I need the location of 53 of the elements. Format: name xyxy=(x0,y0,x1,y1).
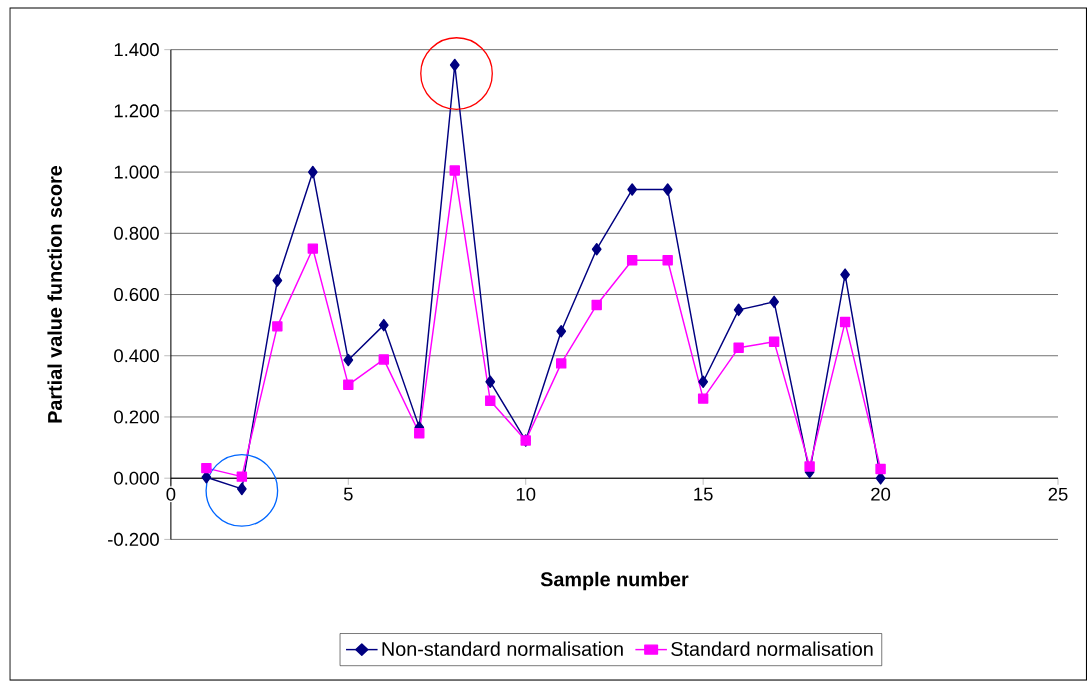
point xyxy=(591,299,602,311)
point xyxy=(662,255,673,266)
point xyxy=(875,463,886,475)
point xyxy=(449,165,460,176)
y-axis-title: Partial value function score xyxy=(47,166,62,423)
legend-label: Non-standard normalisation xyxy=(382,641,623,657)
point xyxy=(272,274,283,287)
x-tick-label: 0 xyxy=(166,487,176,501)
point xyxy=(201,463,212,474)
y-tick-label: 0.400 xyxy=(114,349,159,363)
point xyxy=(804,461,815,472)
point xyxy=(236,471,248,483)
y-tick-label: 0.600 xyxy=(114,288,159,302)
point xyxy=(733,342,744,354)
x-tick-label: 10 xyxy=(516,487,536,501)
y-tick-label: 0.000 xyxy=(114,471,159,485)
x-axis-title: Sample number xyxy=(540,571,689,591)
point xyxy=(307,165,318,179)
point xyxy=(733,303,744,317)
point xyxy=(769,295,780,309)
y-tick-label: 0.200 xyxy=(114,410,159,424)
point xyxy=(236,482,247,496)
point xyxy=(626,255,638,266)
point xyxy=(697,393,709,404)
point xyxy=(839,317,851,328)
point xyxy=(414,428,425,439)
point xyxy=(662,183,673,196)
point xyxy=(449,58,460,72)
point xyxy=(272,321,283,332)
y-tick-label: -0.200 xyxy=(108,533,159,547)
point xyxy=(840,268,850,282)
point xyxy=(485,375,496,389)
y-tick-label: 1.000 xyxy=(114,165,159,179)
x-tick-label: 15 xyxy=(694,487,713,501)
legend-label: Standard normalisation xyxy=(671,641,873,657)
x-tick-label: 5 xyxy=(343,487,353,501)
point xyxy=(556,325,567,338)
y-tick-label: 0.800 xyxy=(114,226,159,241)
x-tick-label: 25 xyxy=(1048,487,1068,501)
y-tick-label: 1.400 xyxy=(114,43,159,57)
point xyxy=(698,375,709,389)
point xyxy=(378,354,389,365)
point xyxy=(768,336,780,348)
point xyxy=(378,319,389,332)
x-tick-label: 20 xyxy=(871,487,891,501)
point xyxy=(485,395,496,407)
point xyxy=(591,243,602,256)
point xyxy=(343,353,354,367)
point xyxy=(307,243,319,254)
y-tick-label: 1.200 xyxy=(114,104,159,118)
point xyxy=(627,183,638,196)
point xyxy=(343,379,354,391)
point xyxy=(556,358,567,369)
